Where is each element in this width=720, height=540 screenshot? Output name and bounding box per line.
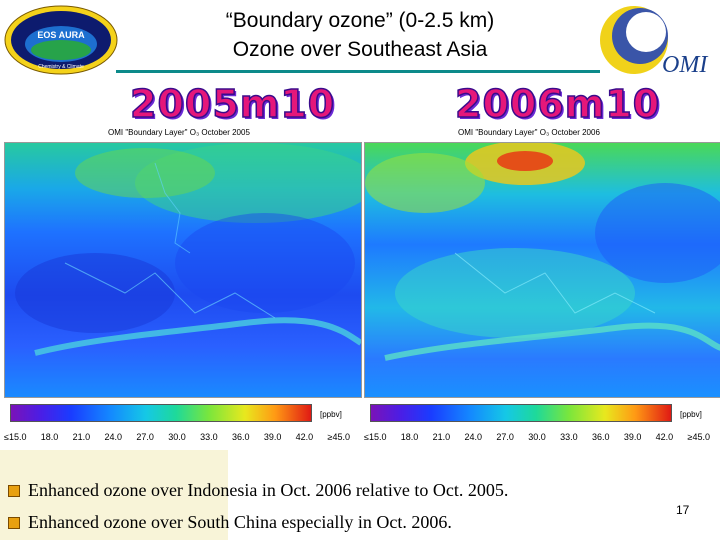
map-subtitle-2005: OMI "Boundary Layer" O₃ October 2005 xyxy=(108,128,250,137)
tick-label: ≥45.0 xyxy=(327,432,350,442)
colorbar-2005 xyxy=(10,404,312,422)
bullet-text: Enhanced ozone over Indonesia in Oct. 20… xyxy=(28,480,509,500)
period-label-2006: 2006m10 xyxy=(454,81,661,127)
tick-label: 27.0 xyxy=(496,432,514,442)
colorbar-unit-2006: [ppbv] xyxy=(680,410,702,419)
tick-label: 18.0 xyxy=(40,432,59,442)
tick-label: 27.0 xyxy=(136,432,154,442)
tick-label: ≤15.0 xyxy=(4,432,27,442)
tick-label: 30.0 xyxy=(168,432,186,442)
eos-aura-logo: EOS AURA Chemistry & Climate xyxy=(2,4,120,76)
period-label-2005: 2005m10 xyxy=(129,81,336,127)
tick-label: ≥45.0 xyxy=(687,432,710,442)
page-number: 17 xyxy=(676,503,690,517)
colorbar-2006 xyxy=(370,404,672,422)
tick-label: 36.0 xyxy=(591,432,610,442)
bullet-item: Enhanced ozone over South China especial… xyxy=(8,512,452,533)
title-line-2: Ozone over Southeast Asia xyxy=(232,38,488,61)
omi-logo-text: OMI xyxy=(662,52,708,78)
aura-logo-text: EOS AURA xyxy=(37,30,85,40)
bullet-text: Enhanced ozone over South China especial… xyxy=(28,512,452,532)
tick-label: 33.0 xyxy=(200,432,218,442)
page-title: “Boundary ozone” (0-2.5 km) Ozone over S… xyxy=(120,6,600,64)
tick-label: 39.0 xyxy=(263,432,282,442)
colorbar-unit-2005: [ppbv] xyxy=(320,410,342,419)
title-underline xyxy=(116,70,600,73)
ozone-map-2006 xyxy=(364,142,720,398)
aura-logo-subtext: Chemistry & Climate xyxy=(38,64,84,70)
tick-label: 30.0 xyxy=(528,432,546,442)
tick-label: 24.0 xyxy=(104,432,123,442)
tick-label: 18.0 xyxy=(400,432,419,442)
tick-label: 33.0 xyxy=(560,432,578,442)
tick-label: 21.0 xyxy=(432,432,451,442)
bullet-marker-icon xyxy=(8,516,20,529)
colorbar-ticks-2006: ≤15.0 18.0 21.0 24.0 27.0 30.0 33.0 36.0… xyxy=(364,432,710,442)
ozone-map-2005 xyxy=(4,142,362,398)
title-line-1: “Boundary ozone” (0-2.5 km) xyxy=(225,9,495,32)
bullet-highlight xyxy=(0,450,228,540)
tick-label: 36.0 xyxy=(231,432,250,442)
tick-label: 21.0 xyxy=(72,432,91,442)
colorbar-ticks-2005: ≤15.0 18.0 21.0 24.0 27.0 30.0 33.0 36.0… xyxy=(4,432,350,442)
map-subtitle-2006: OMI "Boundary Layer" O₃ October 2006 xyxy=(458,128,600,137)
tick-label: 42.0 xyxy=(655,432,674,442)
tick-label: 39.0 xyxy=(623,432,642,442)
tick-label: 24.0 xyxy=(464,432,483,442)
bullet-item: Enhanced ozone over Indonesia in Oct. 20… xyxy=(8,480,508,501)
omi-logo: OMI xyxy=(596,2,720,78)
tick-label: ≤15.0 xyxy=(364,432,387,442)
tick-label: 42.0 xyxy=(295,432,314,442)
bullet-marker-icon xyxy=(8,484,20,497)
